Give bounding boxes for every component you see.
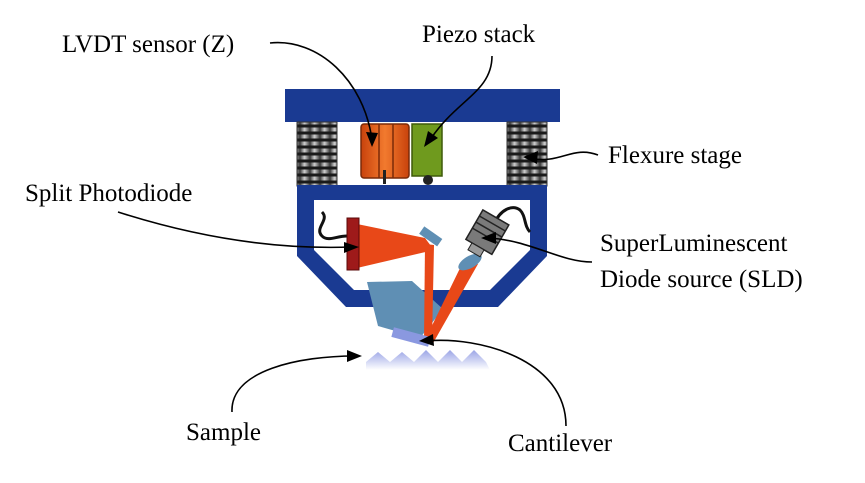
sample-arrowhead bbox=[347, 350, 362, 362]
flexure-arrowhead bbox=[523, 151, 538, 164]
lvdt-label: LVDT sensor (Z) bbox=[62, 31, 234, 58]
piezo-arrowhead bbox=[424, 131, 438, 147]
flexure-spring-left bbox=[296, 121, 338, 187]
lvdt-arrow bbox=[269, 41, 373, 141]
sample-surface bbox=[366, 350, 490, 370]
sld-arrowhead bbox=[481, 232, 496, 244]
piezo-arrow bbox=[429, 55, 493, 141]
photodiode-arrowhead bbox=[344, 242, 359, 253]
lvdt-arrowhead bbox=[366, 132, 378, 147]
sld-lens bbox=[458, 253, 482, 271]
sld-label-line1: SuperLuminescent bbox=[600, 230, 788, 257]
cantilever-arrowhead bbox=[419, 334, 434, 346]
laser-beam-incident bbox=[424, 260, 478, 345]
photodiode-label: Split Photodiode bbox=[25, 180, 192, 207]
cantilever-arrow bbox=[425, 339, 567, 427]
fold-mirror bbox=[419, 226, 443, 247]
sld-cable bbox=[492, 206, 532, 234]
sld-label-line2: Diode source (SLD) bbox=[600, 266, 803, 293]
mirror-block bbox=[367, 281, 443, 338]
laser-beam-reflected-up bbox=[424, 244, 434, 342]
piezo-stack bbox=[411, 123, 443, 185]
sld-arrow bbox=[487, 237, 593, 263]
cantilever-label: Cantilever bbox=[508, 430, 613, 457]
cantilever bbox=[391, 327, 431, 347]
laser-beam-to-detector bbox=[357, 224, 434, 268]
top-plate bbox=[285, 89, 560, 122]
photodiode-cable bbox=[318, 210, 348, 241]
sample-arrow bbox=[231, 355, 356, 413]
sample-label: Sample bbox=[186, 419, 261, 446]
flexure-label: Flexure stage bbox=[608, 142, 742, 169]
piezo-label: Piezo stack bbox=[422, 21, 536, 48]
flexure-spring-right bbox=[506, 121, 548, 187]
sld-source bbox=[464, 208, 510, 258]
flexure-arrow bbox=[529, 151, 599, 161]
photodiode-arrow bbox=[117, 211, 353, 249]
